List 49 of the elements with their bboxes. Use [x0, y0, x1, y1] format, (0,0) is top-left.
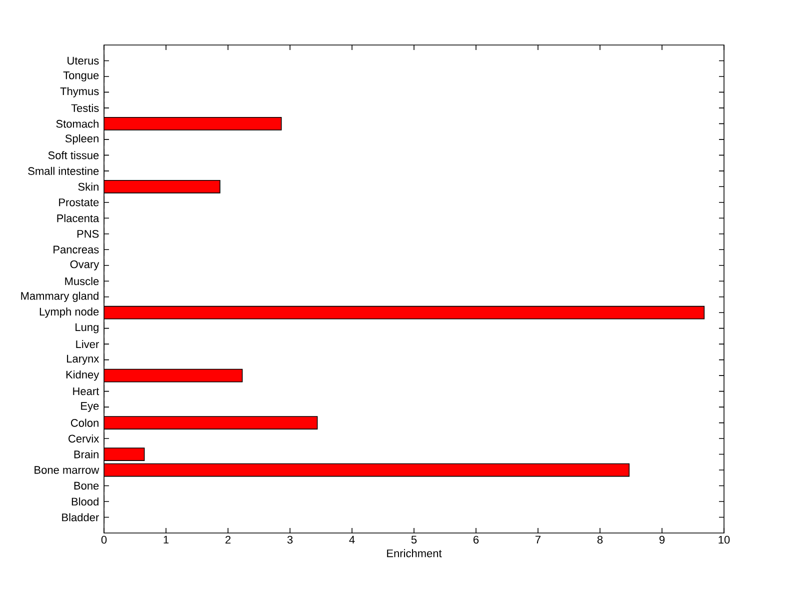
y-tick-label: Thymus: [60, 87, 99, 98]
x-axis-title: Enrichment: [387, 549, 442, 558]
y-tick-label: Soft tissue: [48, 151, 99, 160]
y-tick-label: Bone: [74, 482, 99, 490]
y-tick-label: Pancreas: [54, 246, 99, 254]
x-tick-label: 4: [349, 536, 355, 544]
y-tick-label: Mammary gland: [21, 292, 98, 302]
y-tick-label: Eye: [81, 402, 99, 412]
bar: [104, 180, 220, 194]
y-tick-label: Ovary: [70, 260, 100, 270]
x-tick-label: 2: [225, 536, 231, 544]
y-tick-label: Testis: [71, 104, 99, 112]
y-tick-label: Colon: [70, 418, 98, 427]
y-tick-label: Brain: [74, 450, 98, 458]
y-tick-label: Liver: [76, 340, 99, 348]
bar: [104, 448, 145, 461]
y-tick-label: Heart: [73, 387, 100, 396]
y-tick-label: Lymph node: [40, 307, 99, 318]
y-tick-label: Tongue: [63, 72, 99, 82]
x-tick-label: 3: [287, 536, 293, 544]
y-tick-label: PNS: [77, 230, 99, 238]
x-tick-label: 8: [597, 536, 603, 544]
y-tick-label: Kidney: [66, 370, 100, 381]
y-tick-label: Skin: [78, 182, 98, 191]
x-tick-label: 1: [164, 536, 169, 544]
bar: [104, 463, 630, 477]
y-tick-label: Bladder: [62, 513, 99, 522]
x-tick-label: 9: [659, 536, 665, 544]
bar: [104, 116, 282, 130]
bar: [104, 368, 243, 382]
y-tick-label: Lung: [76, 323, 98, 334]
bar: [104, 416, 318, 430]
x-tick-label: 10: [718, 536, 730, 544]
y-tick-label: Uterus: [68, 56, 99, 65]
x-tick-label: 5: [411, 536, 417, 544]
bar: [104, 306, 705, 320]
x-tick-label: 7: [536, 536, 541, 544]
y-tick-label: Small intestine: [28, 166, 99, 175]
y-tick-label: Placenta: [57, 214, 100, 222]
y-tick-label: Muscle: [65, 277, 99, 286]
y-tick-label: Cervix: [68, 434, 100, 443]
y-tick-label: Spleen: [65, 134, 98, 145]
y-tick-label: Prostate: [59, 198, 99, 206]
y-tick-label: Blood: [72, 497, 98, 506]
y-tick-label: Bone marrow: [34, 466, 100, 474]
x-tick-label: 6: [474, 536, 479, 544]
x-tick-label: 0: [101, 536, 107, 544]
y-tick-label: Stomach: [56, 120, 98, 128]
y-tick-label: Larynx: [67, 354, 100, 365]
